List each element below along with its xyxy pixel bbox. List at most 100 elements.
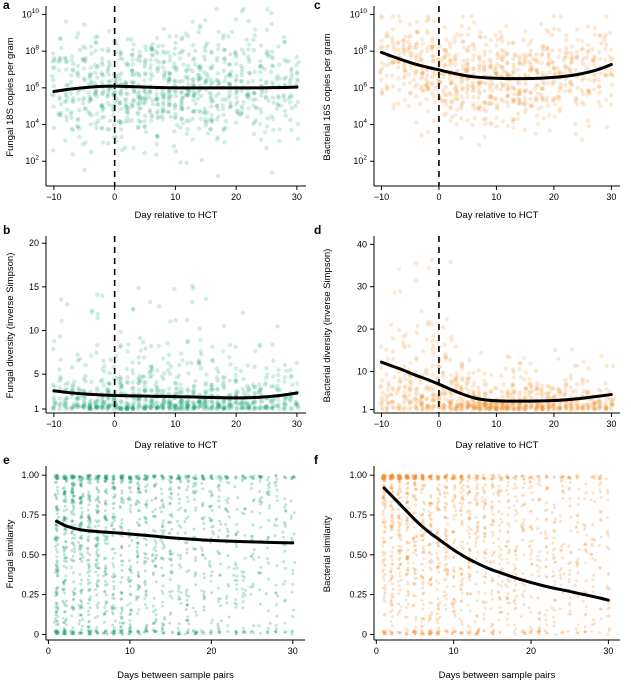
axes-f: 0 10 20 30 0 0.25 0.50 0.75 1.00	[349, 466, 620, 656]
trend-line-b	[52, 389, 299, 400]
trend-line-a	[52, 84, 299, 93]
y-tick-label: 10	[357, 366, 367, 376]
trend-line-e	[55, 519, 295, 545]
y-tick-label: 1.00	[349, 470, 367, 480]
x-tick-label: 0	[46, 646, 51, 656]
y-tick-label: 108	[25, 45, 39, 57]
x-tick-label: −10	[374, 192, 389, 202]
x-tick-label: 20	[206, 646, 216, 656]
y-tick-label: 1010	[350, 8, 368, 20]
y-tick-label: 108	[353, 45, 367, 57]
x-tick-label: 0	[436, 192, 441, 202]
trend-line-c	[379, 50, 613, 81]
y-tick-label: 20	[29, 238, 39, 248]
x-tick-label: 20	[526, 646, 536, 656]
y-tick-label: 40	[357, 239, 367, 249]
panel-letter-c: c	[314, 0, 321, 12]
x-tick-label: 30	[292, 192, 302, 202]
y-tick-label: 1	[362, 405, 367, 415]
panel-letter-e: e	[3, 453, 10, 467]
x-axis-title-e: Days between sample pairs	[117, 670, 234, 681]
chart-d-bacterial-diversity: −10 0 10 20 30 1 10 20 30 40 Day relative to HCT Ba…	[322, 236, 620, 451]
x-tick-label: 30	[288, 646, 298, 656]
y-tick-label: 102	[353, 155, 367, 167]
axes-d: −10 0 10 20 30 1 10 20 30 40	[357, 236, 620, 429]
y-tick-label: 0.25	[349, 590, 367, 600]
scatter-points-a	[49, 6, 301, 179]
y-tick-label: 106	[353, 81, 367, 93]
y-tick-label: 0.75	[349, 510, 367, 520]
axes-c: −10 0 10 20 30 102 104 106 108 1010	[350, 6, 620, 202]
x-tick-label: 0	[436, 419, 441, 429]
y-tick-label: 10	[29, 326, 39, 336]
x-tick-label: 10	[170, 192, 180, 202]
panel-letter-b: b	[3, 223, 11, 237]
y-tick-label: 30	[357, 282, 367, 292]
y-axis-title-e: Fungal similarity	[5, 519, 16, 588]
y-tick-label: 5	[34, 369, 39, 379]
y-axis-title-a: Fungal 18S copies per gram	[5, 37, 16, 156]
chart-c-bacterial-16s-copies: −10 0 10 20 30 102 104 106 108 1010 Day relative t…	[322, 6, 620, 221]
y-tick-label: 20	[357, 324, 367, 334]
trend-line-f	[382, 486, 610, 602]
x-tick-label: 20	[231, 419, 241, 429]
x-tick-label: 10	[491, 192, 501, 202]
y-tick-label: 0.25	[21, 590, 39, 600]
panel-a: a −10 0 10 20 30 102 104 106 108 1010 Day relative…	[0, 0, 311, 225]
x-tick-label: 10	[170, 419, 180, 429]
y-tick-label: 0.50	[349, 550, 367, 560]
y-tick-label: 15	[29, 282, 39, 292]
panel-f: f 0 10 20 30 0 0.25 0.50 0.75 1.00 Days between s…	[311, 453, 631, 685]
y-tick-label: 0	[34, 629, 39, 639]
y-tick-label: 0	[362, 629, 367, 639]
chart-e-fungal-similarity: 0 10 20 30 0 0.25 0.50 0.75 1.00 Days between sam…	[5, 466, 305, 681]
y-tick-label: 106	[25, 81, 39, 93]
y-tick-label: 1.00	[21, 470, 39, 480]
x-tick-label: −10	[374, 419, 389, 429]
x-tick-label: 20	[549, 419, 559, 429]
x-tick-label: 10	[491, 419, 501, 429]
x-tick-label: 30	[606, 419, 616, 429]
panel-letter-f: f	[314, 453, 318, 467]
x-tick-label: 0	[374, 646, 379, 656]
y-axis-title-f: Bacterial similarity	[322, 515, 333, 592]
scatter-points-b	[50, 283, 301, 412]
x-tick-label: 30	[292, 419, 302, 429]
chart-a-fungal-18s-copies: −10 0 10 20 30 102 104 106 108 1010 Day relative t…	[5, 6, 306, 221]
y-tick-label: 0.50	[21, 550, 39, 560]
axes-e: 0 10 20 30 0 0.25 0.50 0.75 1.00	[21, 466, 305, 656]
y-tick-label: 104	[353, 118, 367, 130]
x-axis-title-b: Day relative to HCT	[135, 440, 218, 451]
x-axis-title-f: Days between sample pairs	[439, 670, 556, 681]
axes-a: −10 0 10 20 30 102 104 106 108 1010	[22, 6, 306, 202]
scatter-points-f	[380, 473, 612, 636]
x-tick-label: 0	[112, 192, 117, 202]
panel-b: b −10 0 10 20 30 1 5 10 15 20 Day relative to HCT F…	[0, 223, 311, 455]
x-tick-label: −10	[46, 419, 61, 429]
scatter-points-e	[52, 473, 296, 636]
x-tick-label: −10	[46, 192, 61, 202]
x-tick-label: 10	[125, 646, 135, 656]
panel-e: e 0 10 20 30 0 0.25 0.50 0.75 1.00 Days between s…	[0, 453, 311, 685]
y-axis-title-d: Bacterial diversity (inverse Simpson)	[322, 249, 333, 403]
x-axis-title-c: Day relative to HCT	[456, 210, 539, 221]
panel-d: d −10 0 10 20 30 1 10 20 30 40 Day relative to HCT…	[311, 223, 631, 455]
y-tick-label: 1010	[22, 8, 40, 20]
y-tick-label: 1	[34, 404, 39, 414]
x-tick-label: 30	[606, 192, 616, 202]
y-axis-title-c: Bacterial 16S copies per gram	[322, 33, 333, 160]
scatter-points-d	[378, 257, 616, 412]
y-tick-label: 0.75	[21, 510, 39, 520]
panel-letter-a: a	[3, 0, 10, 12]
x-axis-title-a: Day relative to HCT	[135, 210, 218, 221]
chart-f-bacterial-similarity: 0 10 20 30 0 0.25 0.50 0.75 1.00 Days between sam…	[322, 466, 620, 681]
x-tick-label: 30	[603, 646, 613, 656]
x-axis-title-d: Day relative to HCT	[456, 440, 539, 451]
panel-c: c −10 0 10 20 30 102 104 106 108 1010 Day relative…	[311, 0, 631, 225]
x-tick-label: 20	[549, 192, 559, 202]
x-tick-label: 0	[112, 419, 117, 429]
x-tick-label: 10	[449, 646, 459, 656]
